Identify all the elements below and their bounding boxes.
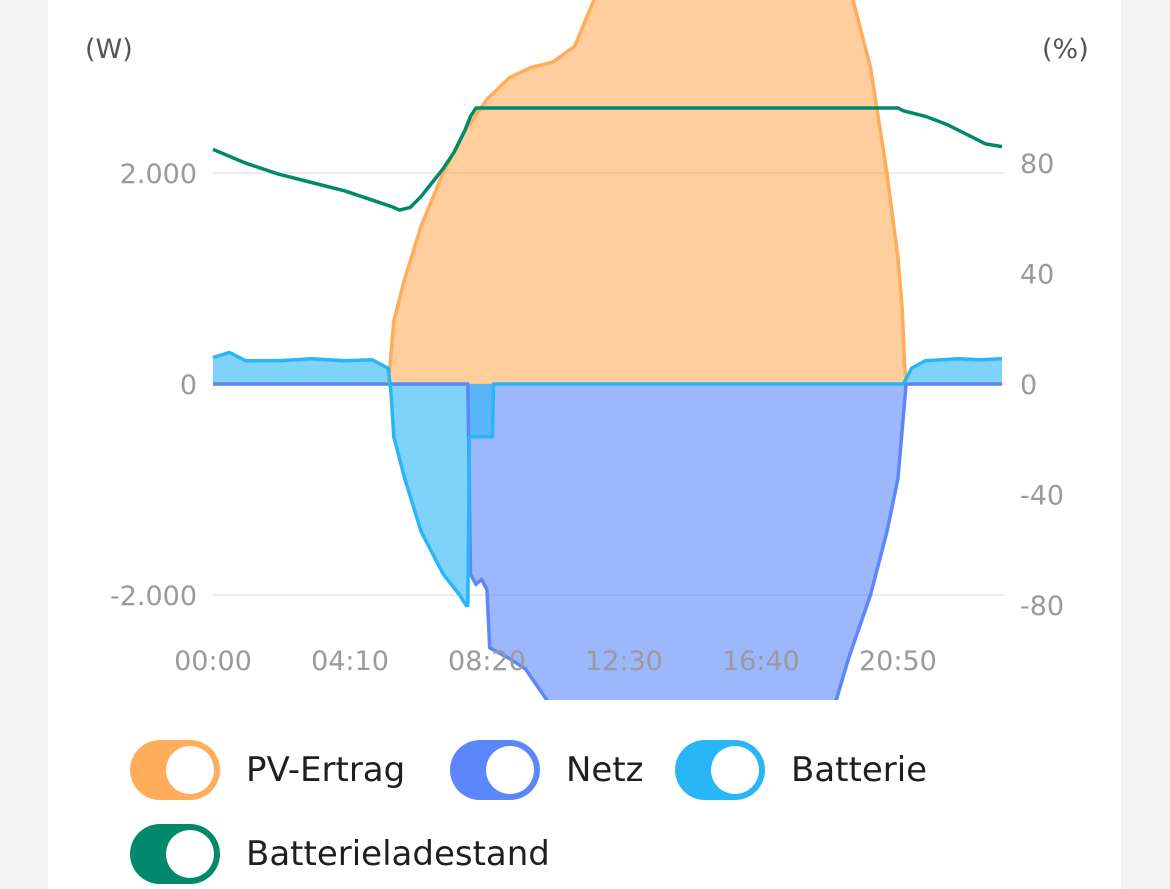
energy-chart: (W) (%) 4.0002.0000-2.000-4.00080400-40-…: [85, 0, 1089, 700]
toggle-knob: [166, 830, 214, 878]
left-axis-unit: (W): [85, 34, 133, 65]
y-left-tick-label: 2.000: [120, 159, 197, 190]
batterie-toggle[interactable]: [675, 740, 765, 800]
legend-label-batterie: Batterie: [791, 750, 928, 790]
y-right-tick-label: 80: [1020, 149, 1054, 180]
y-right-tick-label: -40: [1020, 480, 1064, 511]
x-tick-label: 00:00: [174, 646, 252, 677]
toggle-knob: [486, 746, 534, 794]
x-tick-label: 20:50: [859, 646, 937, 677]
x-tick-label: 08:20: [448, 646, 526, 677]
x-tick-label: 04:10: [311, 646, 389, 677]
legend-item-batterieladestand[interactable]: Batterieladestand: [130, 824, 550, 884]
toggle-knob: [711, 746, 759, 794]
legend-label-netz: Netz: [566, 750, 644, 790]
x-tick-label: 12:30: [585, 646, 663, 677]
legend-label-batterieladestand: Batterieladestand: [246, 834, 550, 874]
legend-item-batterie[interactable]: Batterie: [675, 740, 927, 800]
y-right-tick-label: 40: [1020, 260, 1054, 291]
legend-item-pv-ertrag[interactable]: PV-Ertrag: [130, 740, 405, 800]
batterieladestand-toggle[interactable]: [130, 824, 220, 884]
right-axis-unit: (%): [1042, 34, 1089, 65]
x-tick-label: 16:40: [722, 646, 800, 677]
series-area-pv-ertrag: [213, 0, 1002, 384]
pv-ertrag-toggle[interactable]: [130, 740, 220, 800]
y-right-tick-label: -80: [1020, 591, 1064, 622]
legend-item-netz[interactable]: Netz: [450, 740, 644, 800]
series-line-batterieladestand: [212, 106, 1003, 212]
series-area-netz: [213, 384, 1002, 700]
y-left-tick-label: -2.000: [110, 581, 197, 612]
series-line-batterie: [212, 350, 1003, 608]
series-line-pv-ertrag: [213, 0, 1002, 386]
series-line-netz: [213, 382, 1002, 700]
series-area-batterie: [213, 352, 1002, 606]
netz-toggle[interactable]: [450, 740, 540, 800]
legend-label-pv-ertrag: PV-Ertrag: [246, 750, 406, 790]
y-left-tick-label: 0: [180, 370, 197, 401]
y-right-tick-label: 0: [1020, 370, 1037, 401]
toggle-knob: [166, 746, 214, 794]
